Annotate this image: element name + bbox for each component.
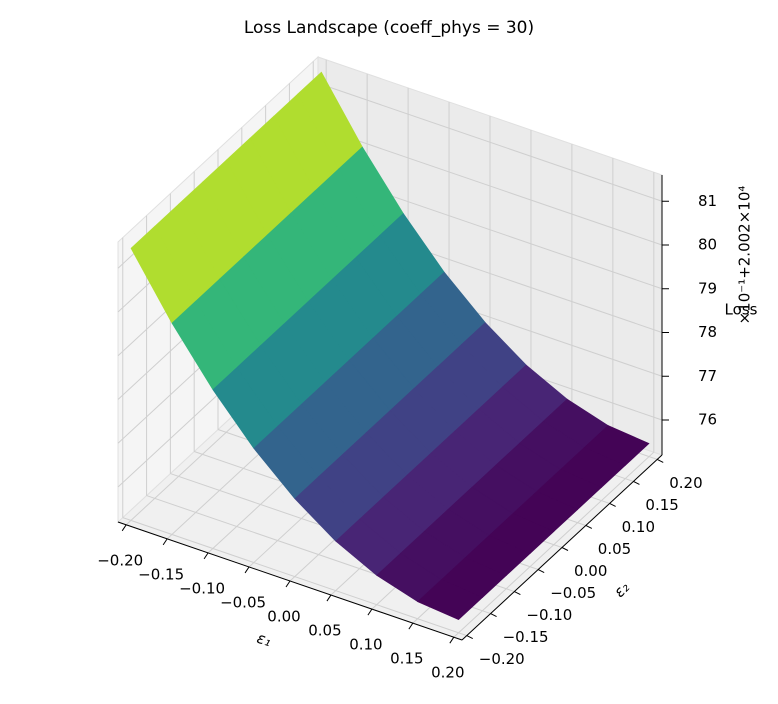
- y-axis-label: ε₂: [610, 578, 633, 601]
- tick-mark: [162, 538, 168, 546]
- grid-line: [317, 126, 663, 246]
- z-tick-label: 76: [698, 411, 717, 429]
- grid-line: [122, 517, 467, 637]
- tick-mark: [367, 608, 373, 616]
- z-tick-label: 80: [698, 236, 717, 254]
- grid-line: [317, 82, 663, 202]
- y-tick-label: 0.15: [645, 496, 678, 514]
- tick-mark: [449, 636, 455, 644]
- z-tick-label: 79: [698, 279, 717, 297]
- tick-mark: [609, 503, 616, 507]
- z-tick-label: 78: [698, 323, 717, 341]
- x-axis-line: [117, 521, 463, 641]
- tick-mark: [514, 591, 521, 595]
- y-tick-label: −0.15: [503, 628, 549, 646]
- tick-mark: [490, 613, 497, 618]
- tick-mark: [633, 480, 640, 485]
- y-tick-label: 0.10: [622, 518, 655, 536]
- x-tick-label: 0.10: [349, 636, 382, 654]
- tick-mark: [561, 547, 569, 551]
- z-tick-label: 77: [698, 367, 717, 385]
- surface-patch: [417, 579, 483, 621]
- y-tick-label: 0.20: [669, 474, 702, 492]
- tick-mark: [244, 566, 250, 574]
- x-tick-label: −0.15: [138, 565, 184, 583]
- tick-mark: [326, 594, 332, 602]
- y-tick-label: −0.20: [479, 650, 525, 668]
- y-tick-label: 0.00: [574, 562, 607, 580]
- tick-mark: [585, 525, 593, 529]
- x-tick-label: −0.05: [220, 593, 266, 611]
- x-tick-label: 0.15: [390, 650, 423, 668]
- y-tick-label: −0.10: [526, 606, 572, 624]
- x-tick-label: 0.05: [308, 622, 341, 640]
- chart-title: Loss Landscape (coeff_phys = 30): [244, 18, 534, 38]
- tick-mark: [285, 580, 291, 588]
- z-axis-label: Loss: [725, 301, 758, 319]
- z-offset-label: ×10⁻¹+2.002×10⁴: [736, 186, 754, 325]
- tick-mark: [537, 569, 545, 573]
- tick-mark: [657, 458, 664, 463]
- x-tick-label: −0.20: [97, 551, 143, 569]
- x-tick-label: 0.00: [267, 608, 300, 626]
- z-tick-label: 81: [698, 192, 717, 210]
- tick-mark: [466, 635, 473, 640]
- tick-mark: [203, 552, 209, 560]
- x-tick-label: 0.20: [431, 664, 464, 682]
- y-tick-label: −0.05: [550, 584, 596, 602]
- x-axis-label: ε₁: [255, 629, 274, 650]
- tick-mark: [408, 622, 414, 630]
- tick-mark: [121, 524, 127, 532]
- y-tick-label: 0.05: [598, 540, 631, 558]
- x-tick-label: −0.10: [179, 579, 225, 597]
- y-axis-line: [461, 454, 663, 641]
